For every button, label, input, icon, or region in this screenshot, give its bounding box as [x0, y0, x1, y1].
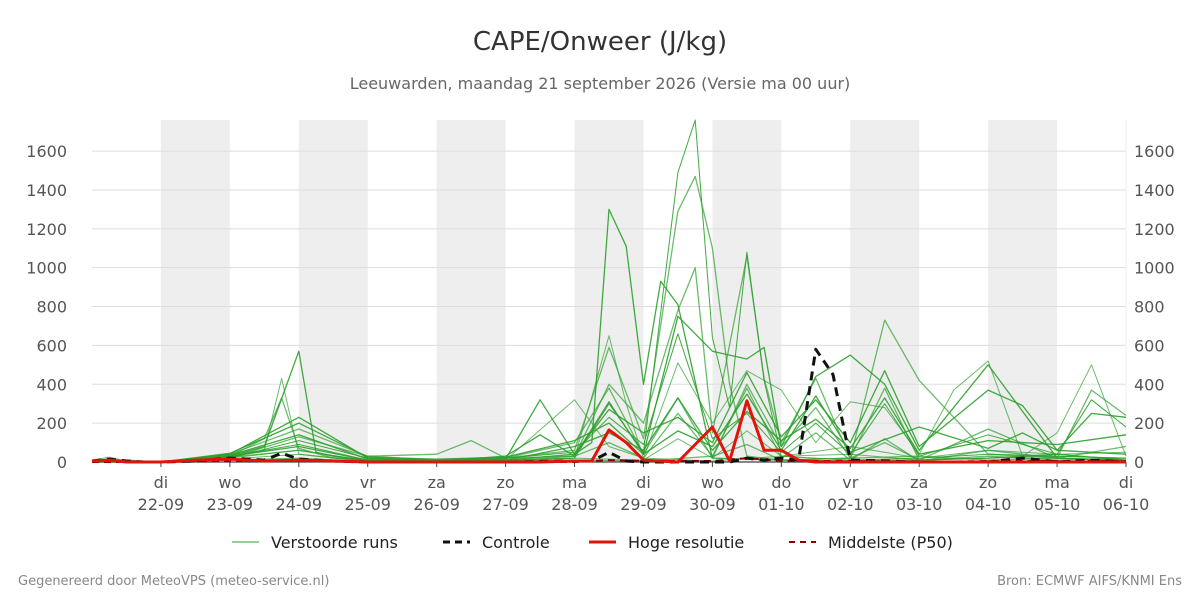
x-tick-day-10: vr	[842, 473, 858, 492]
y-tick-left-1200: 1200	[26, 220, 67, 239]
x-tick-day-0: di	[154, 473, 169, 492]
y-tick-left-200: 200	[36, 414, 67, 433]
x-tick-date-5: 27-09	[482, 495, 529, 514]
x-tick-day-12: zo	[979, 473, 997, 492]
y-tick-left-1000: 1000	[26, 259, 67, 278]
y-tick-right-1200: 1200	[1134, 220, 1175, 239]
x-tick-date-8: 30-09	[689, 495, 736, 514]
x-tick-day-8: wo	[701, 473, 724, 492]
perturbed-run-11	[91, 397, 1127, 463]
weekend-band-0	[160, 120, 230, 462]
x-tick-date-7: 29-09	[620, 495, 667, 514]
x-tick-date-4: 26-09	[413, 495, 460, 514]
perturbed-run-3	[92, 119, 1127, 463]
y-tick-right-1400: 1400	[1134, 181, 1175, 200]
legend-label-median: Middelste (P50)	[828, 533, 953, 552]
y-tick-left-0: 0	[57, 453, 67, 472]
y-tick-right-600: 600	[1134, 336, 1165, 355]
weekend-bands	[160, 120, 1058, 462]
perturbed-run-4	[91, 255, 1127, 463]
high-res-line	[91, 399, 1126, 464]
y-tick-left-1400: 1400	[26, 181, 67, 200]
x-tick-date-2: 24-09	[276, 495, 323, 514]
y-tick-left-1600: 1600	[26, 142, 67, 161]
x-tick-day-11: za	[910, 473, 928, 492]
footer-generated: Gegenereerd door MeteoVPS (meteo-service…	[18, 574, 329, 589]
y-tick-left-800: 800	[36, 298, 67, 317]
x-tick-day-4: za	[428, 473, 446, 492]
x-tick-day-3: vr	[360, 473, 376, 492]
y-tick-left-600: 600	[36, 336, 67, 355]
perturbed-run-9	[91, 333, 1127, 463]
x-tick-date-3: 25-09	[344, 495, 391, 514]
y-axis-right: 0 200 400 600 800 1000 1200 1400 1600	[1134, 142, 1175, 472]
y-tick-right-400: 400	[1134, 375, 1165, 394]
x-tick-day-14: di	[1119, 473, 1134, 492]
perturbed-run-14	[92, 441, 1127, 463]
x-tick-day-1: wo	[218, 473, 241, 492]
perturbed-run-13	[91, 393, 1127, 463]
weekend-band-1	[298, 120, 368, 462]
x-tick-date-1: 23-09	[207, 495, 254, 514]
legend-label-perturbed: Verstoorde runs	[271, 533, 398, 552]
x-tick-date-9: 01-10	[758, 495, 805, 514]
y-tick-right-1600: 1600	[1134, 142, 1175, 161]
y-tick-right-0: 0	[1134, 453, 1144, 472]
y-tick-right-200: 200	[1134, 414, 1165, 433]
perturbed-run-2	[91, 175, 1127, 463]
x-axis: di 22-09 wo 23-09 do 24-09 vr 25-09 za 26-09 zo 27-…	[138, 462, 1150, 514]
legend: Verstoorde runs Controle Hoge resolutie Mid…	[232, 533, 953, 552]
weekend-band-5	[850, 120, 920, 462]
x-tick-date-11: 03-10	[896, 495, 943, 514]
x-tick-day-5: zo	[497, 473, 515, 492]
weekend-band-2	[436, 120, 506, 462]
y-axis-left: 0 200 400 600 800 1000 1200 1400 1600	[26, 142, 67, 472]
x-tick-day-6: ma	[562, 473, 587, 492]
chart-title: CAPE/Onweer (J/kg)	[473, 27, 727, 57]
x-tick-day-7: di	[636, 473, 651, 492]
x-tick-day-9: do	[771, 473, 791, 492]
x-tick-date-6: 28-09	[551, 495, 598, 514]
x-tick-date-0: 22-09	[138, 495, 185, 514]
high-res-series	[91, 399, 1126, 464]
y-tick-left-400: 400	[36, 375, 67, 394]
legend-label-control: Controle	[482, 533, 550, 552]
chart-subtitle: Leeuwarden, maandag 21 september 2026 (V…	[350, 74, 851, 93]
y-tick-right-800: 800	[1134, 298, 1165, 317]
x-tick-day-2: do	[289, 473, 309, 492]
legend-label-high_res: Hoge resolutie	[628, 533, 744, 552]
perturbed-run-5	[92, 315, 1127, 463]
x-tick-date-13: 05-10	[1034, 495, 1081, 514]
footer-source: Bron: ECMWF AIFS/KNMI Ens	[997, 574, 1182, 589]
y-tick-right-1000: 1000	[1134, 259, 1175, 278]
x-tick-date-10: 02-10	[827, 495, 874, 514]
x-tick-date-12: 04-10	[965, 495, 1012, 514]
x-tick-day-13: ma	[1044, 473, 1069, 492]
x-tick-date-14: 06-10	[1103, 495, 1150, 514]
